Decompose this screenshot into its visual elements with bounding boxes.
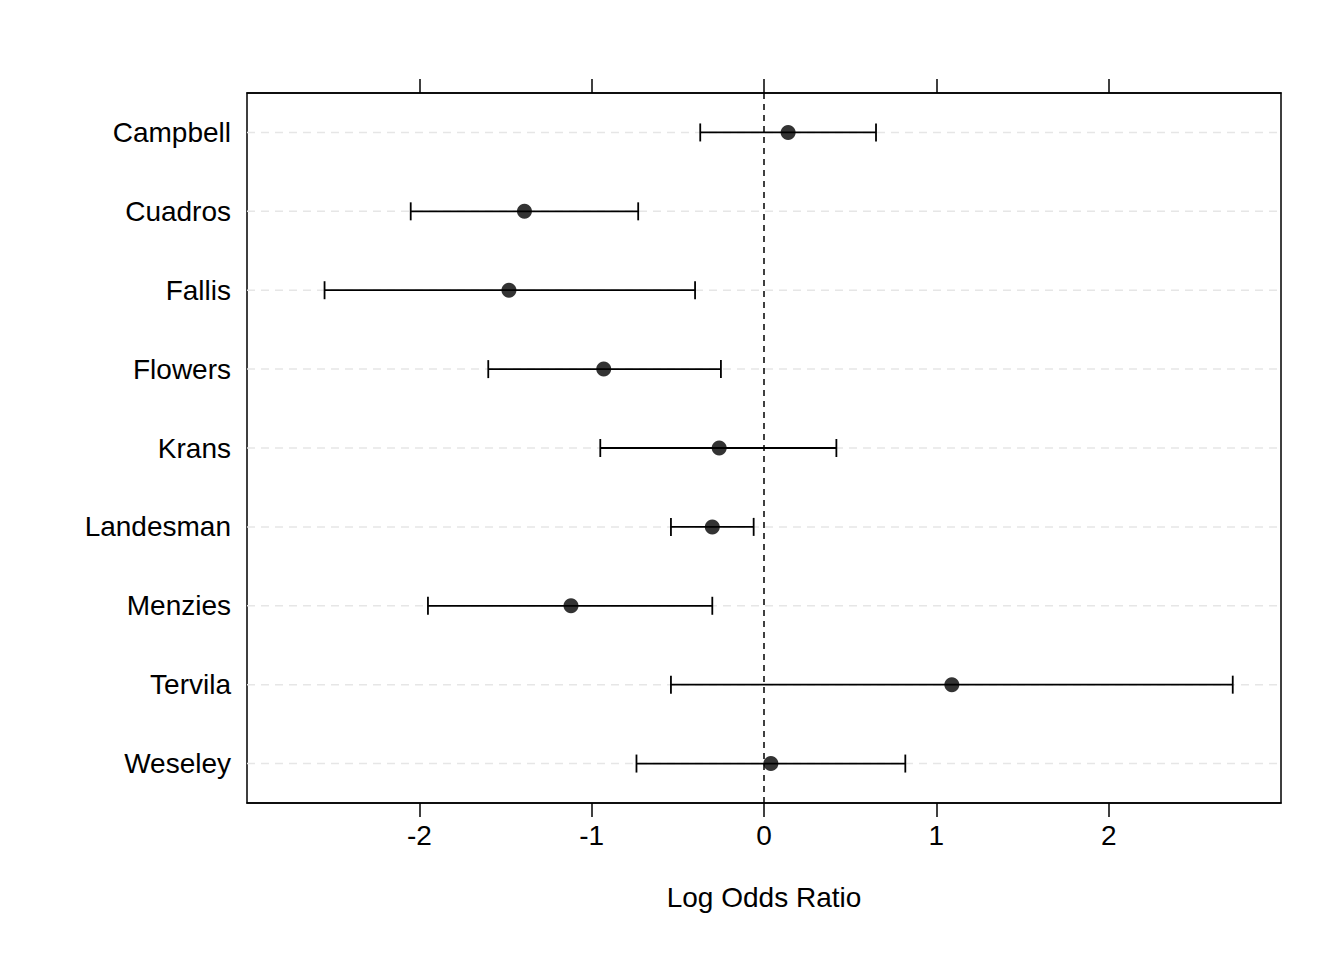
svg-text:Flowers: Flowers xyxy=(133,354,231,385)
svg-text:Weseley: Weseley xyxy=(124,748,231,779)
svg-text:Krans: Krans xyxy=(158,433,231,464)
svg-text:0: 0 xyxy=(756,820,772,851)
svg-text:Campbell: Campbell xyxy=(113,117,231,148)
svg-text:Fallis: Fallis xyxy=(166,275,231,306)
svg-text:Landesman: Landesman xyxy=(85,511,231,542)
svg-text:Log Odds Ratio: Log Odds Ratio xyxy=(667,882,862,913)
svg-text:-2: -2 xyxy=(407,820,432,851)
svg-text:Menzies: Menzies xyxy=(127,590,231,621)
svg-text:2: 2 xyxy=(1101,820,1117,851)
svg-text:1: 1 xyxy=(929,820,945,851)
svg-text:Tervila: Tervila xyxy=(150,669,231,700)
svg-text:Cuadros: Cuadros xyxy=(125,196,231,227)
svg-text:-1: -1 xyxy=(579,820,604,851)
